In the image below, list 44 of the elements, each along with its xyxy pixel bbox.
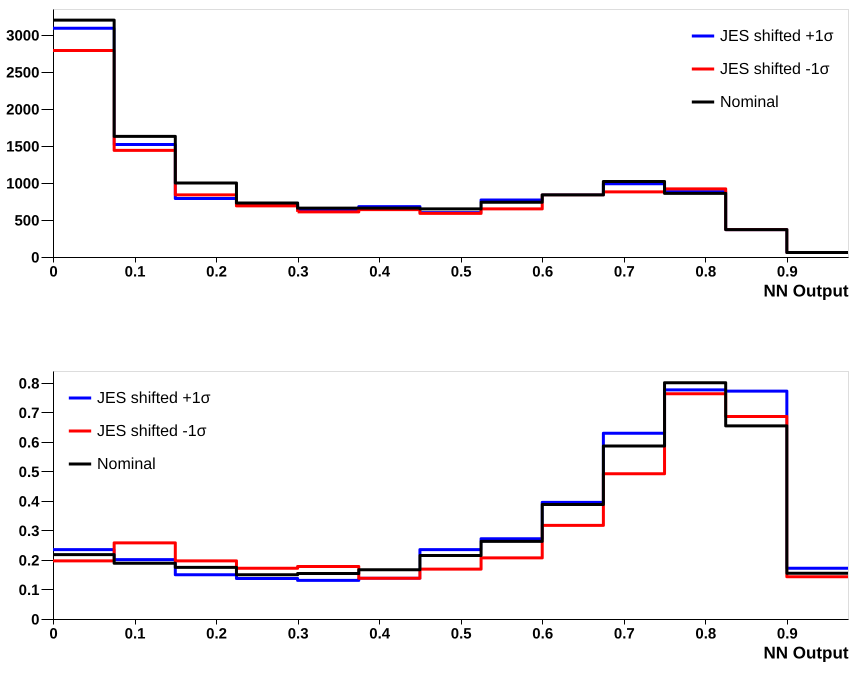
y-tick-label: 0.7 <box>18 404 40 422</box>
x-tick-label: 0.1 <box>124 264 146 280</box>
y-tick-label: 0.2 <box>18 552 40 570</box>
legend-label: JES shifted -1σ <box>97 423 207 440</box>
y-tick-label: 2000 <box>6 101 40 118</box>
y-tick-label: 0.5 <box>18 464 40 481</box>
x-tick-label: 0.5 <box>450 264 472 280</box>
x-axis-title: NN Output <box>764 282 849 300</box>
y-tick-label: 0 <box>31 612 40 628</box>
y-tick-label: 0.1 <box>18 582 40 599</box>
y-tick-label: 1000 <box>6 175 40 192</box>
x-tick-label: 0.9 <box>776 264 798 280</box>
x-tick-label: 0.2 <box>206 264 228 280</box>
legend-label: JES shifted +1σ <box>97 390 211 407</box>
y-tick-label: 0.4 <box>18 493 40 510</box>
y-tick-label: 3000 <box>6 27 40 44</box>
x-tick-label: 0.8 <box>695 264 716 280</box>
x-tick-label: 0.6 <box>532 264 554 280</box>
y-tick-label: 500 <box>14 212 40 230</box>
x-tick-label: 0.3 <box>288 626 309 642</box>
y-tick-label: 0.6 <box>18 434 40 452</box>
x-tick-label: 0.2 <box>206 626 228 642</box>
legend-label: Nominal <box>720 94 779 111</box>
x-tick-label: 0.7 <box>614 626 635 642</box>
x-tick-label: 0 <box>49 626 58 642</box>
y-tick-label: 2500 <box>6 64 40 82</box>
x-tick-label: 0.7 <box>614 264 635 280</box>
x-tick-label: 0.6 <box>532 626 554 642</box>
y-tick-label: 1500 <box>6 138 40 156</box>
x-tick-label: 0.4 <box>369 264 391 280</box>
y-tick-label: 0.8 <box>18 375 40 392</box>
x-tick-label: 0.5 <box>450 626 472 642</box>
legend-label: JES shifted +1σ <box>720 28 834 45</box>
legend-label: JES shifted -1σ <box>720 61 830 78</box>
y-tick-label: 0 <box>31 250 40 266</box>
x-tick-label: 0.9 <box>776 626 798 642</box>
legend-label: Nominal <box>97 456 156 473</box>
x-tick-label: 0.8 <box>695 626 716 642</box>
y-tick-label: 0.3 <box>18 522 40 540</box>
x-tick-label: 0.3 <box>288 264 309 280</box>
x-tick-label: 0 <box>49 264 58 280</box>
x-axis-title: NN Output <box>764 644 849 662</box>
x-tick-label: 0.4 <box>369 626 391 642</box>
x-tick-label: 0.1 <box>124 626 146 642</box>
